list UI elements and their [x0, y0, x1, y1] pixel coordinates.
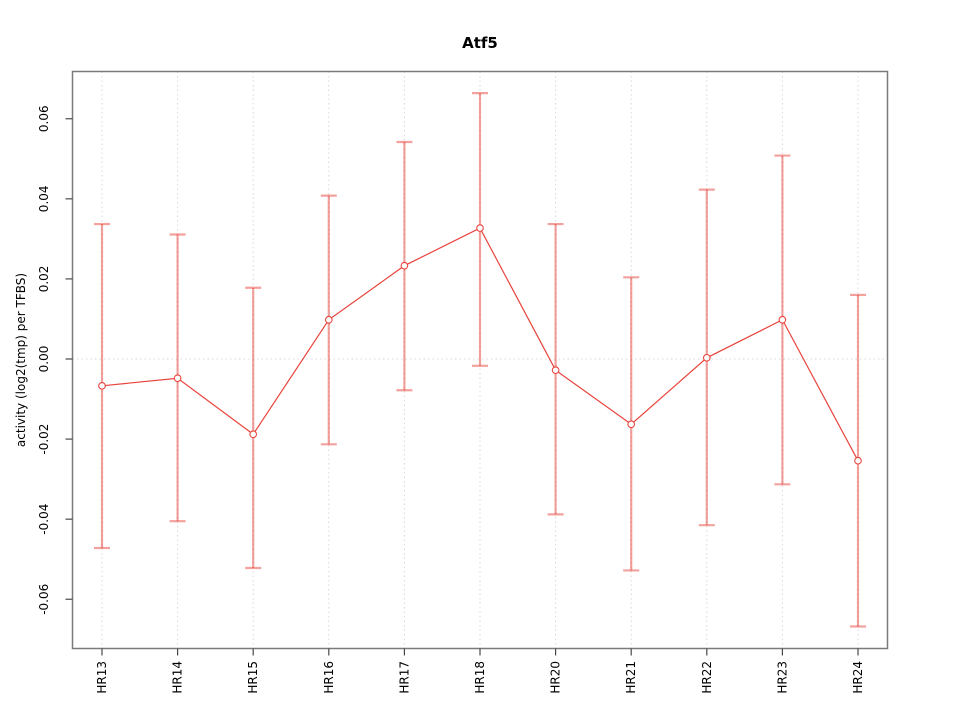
y-axis-label: activity (log2(tmp) per TFBS): [14, 273, 28, 447]
y-tick-label: 0.00: [37, 346, 51, 373]
data-point: [249, 430, 258, 439]
data-point: [854, 456, 862, 465]
x-tick-label: HR23: [775, 661, 789, 694]
x-tick-label: HR22: [700, 661, 714, 694]
x-tick-label: HR20: [549, 661, 563, 694]
x-tick-label: HR13: [95, 661, 109, 694]
x-tick-label: HR24: [851, 661, 865, 694]
x-tick-label: HR16: [322, 661, 336, 694]
data-point: [778, 315, 787, 324]
x-tick-label: HR17: [397, 661, 411, 694]
y-tick-label: -0.06: [37, 584, 51, 615]
data-point: [98, 381, 106, 390]
chart-title: Atf5: [462, 34, 498, 52]
y-tick-label: 0.02: [37, 266, 51, 293]
y-tick-label: -0.02: [37, 424, 51, 455]
data-point: [476, 224, 484, 232]
plot-layers: -0.06 -0.04 -0.02 0.00 0.02 0.04 0.06 HR13 HR14 H…: [37, 70, 889, 694]
x-tick-label: HR21: [624, 661, 638, 694]
data-point: [173, 374, 182, 383]
data-point: [324, 315, 333, 324]
data-point: [400, 261, 409, 270]
y-tick-label: 0.04: [37, 185, 51, 212]
x-tick-label: HR18: [473, 661, 487, 694]
data-point: [627, 420, 636, 429]
data-point: [702, 353, 711, 362]
y-tick-label: 0.06: [37, 105, 51, 132]
data-point: [551, 366, 560, 375]
x-tick-label: HR15: [246, 661, 260, 694]
y-tick-label: -0.04: [37, 504, 51, 535]
x-tick-label: HR14: [171, 661, 185, 694]
